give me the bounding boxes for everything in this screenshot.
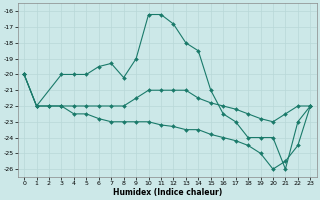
X-axis label: Humidex (Indice chaleur): Humidex (Indice chaleur) xyxy=(113,188,222,197)
